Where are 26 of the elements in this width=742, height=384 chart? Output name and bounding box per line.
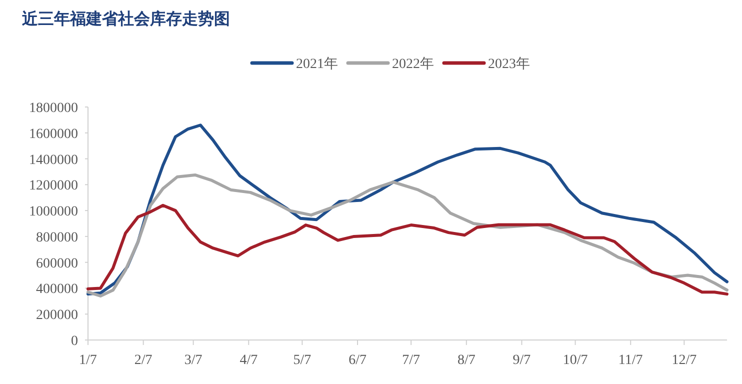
chart-title: 近三年福建省社会库存走势图	[21, 9, 230, 28]
y-tick-label: 400000	[36, 282, 78, 298]
legend-label: 2022年	[392, 56, 434, 72]
x-tick-label: 3/7	[184, 353, 202, 368]
y-tick-label: 1000000	[29, 204, 78, 220]
y-tick-label: 200000	[36, 308, 78, 324]
x-tick-label: 12/7	[672, 353, 697, 368]
y-tick-label: 0	[71, 334, 78, 349]
x-tick-label: 8/7	[457, 353, 476, 368]
x-tick-label: 4/7	[240, 353, 258, 368]
x-tick-label: 5/7	[293, 353, 312, 368]
x-tick-label: 9/7	[512, 353, 531, 368]
x-tick-label: 2/7	[134, 353, 152, 368]
y-tick-label: 1200000	[29, 178, 78, 194]
x-tick-label: 6/7	[348, 353, 366, 368]
x-tick-label: 10/7	[562, 353, 588, 368]
y-tick-label: 600000	[36, 256, 78, 272]
y-tick-label: 1800000	[29, 101, 78, 116]
legend-label: 2021年	[296, 56, 338, 72]
x-tick-label: 7/7	[402, 353, 420, 368]
y-tick-label: 800000	[36, 230, 78, 246]
y-tick-label: 1400000	[29, 152, 78, 168]
x-tick-label: 1/7	[79, 353, 97, 368]
legend-label: 2023年	[488, 56, 530, 72]
x-tick-label: 11/7	[618, 353, 643, 368]
y-tick-label: 1600000	[29, 126, 78, 142]
